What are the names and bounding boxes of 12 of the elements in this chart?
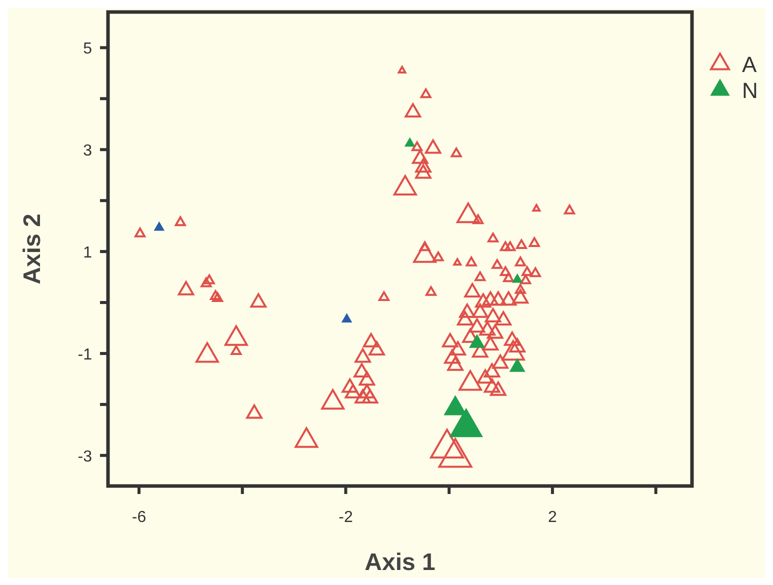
x-tick-label: 2 [548,509,558,526]
y-tick-label: 1 [83,244,92,262]
y-tick-label: 5 [83,40,92,58]
y-axis-title: Axis 2 [19,214,46,284]
legend-label: A [742,52,757,77]
y-tick-label: 3 [83,142,92,160]
y-tick-label: -3 [78,448,92,466]
x-axis-title: Axis 1 [364,549,436,576]
x-tick-label: -6 [132,509,146,526]
y-tick-label: -1 [78,346,92,364]
x-tick-label: -2 [338,509,353,526]
legend-label: N [742,78,758,103]
